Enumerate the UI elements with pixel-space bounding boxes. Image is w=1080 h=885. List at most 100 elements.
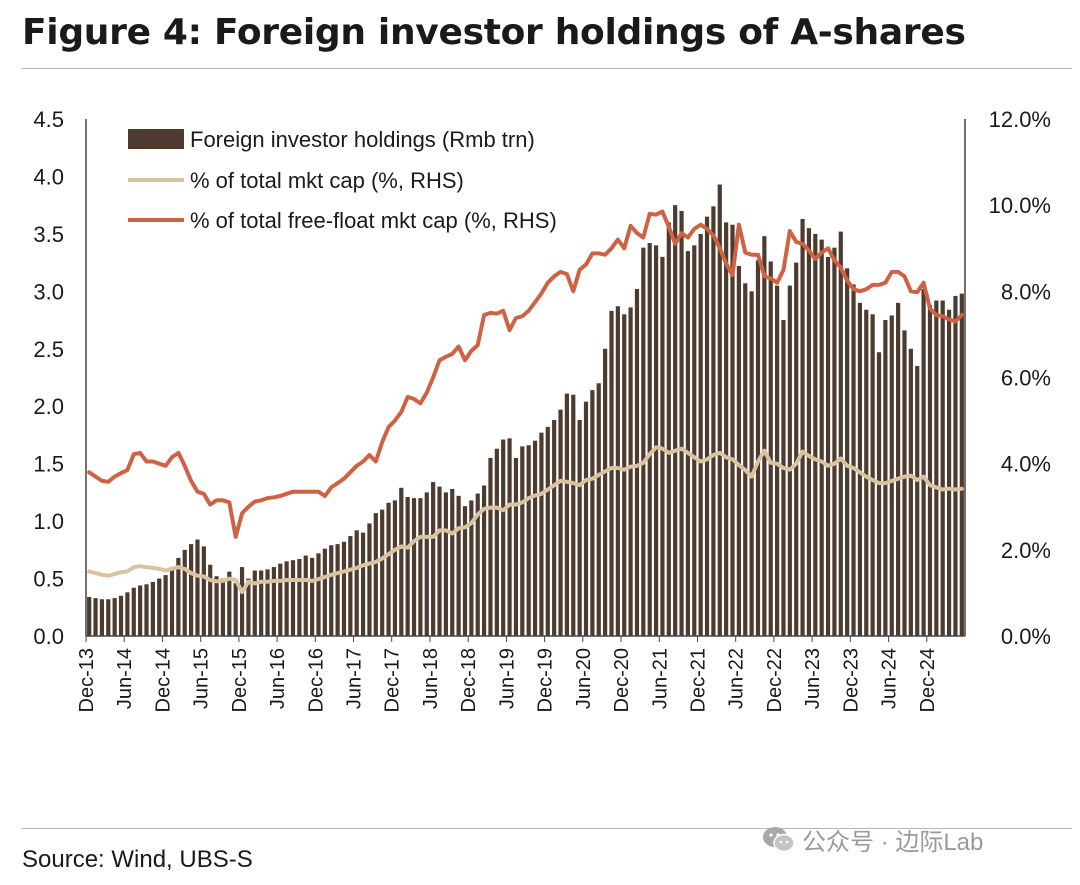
bar xyxy=(730,224,735,636)
chart-canvas: 0.0 0.5 1.0 1.5 2.0 2.5 3.0 3.5 4.0 4.5 0.0% 2.0% 4.… xyxy=(33,107,1051,712)
bar xyxy=(201,546,206,636)
bar xyxy=(157,578,162,636)
bar xyxy=(685,251,691,636)
x-tick-label: Jun-23 xyxy=(802,648,824,709)
total-mkt-cap-line xyxy=(87,445,964,595)
bar xyxy=(411,498,417,636)
bar xyxy=(271,567,276,636)
bar xyxy=(749,291,754,636)
bar xyxy=(297,559,302,636)
x-tick-label: Jun-17 xyxy=(344,648,366,709)
bar xyxy=(284,561,289,636)
bar xyxy=(615,306,620,636)
bar xyxy=(475,493,480,636)
bar xyxy=(469,500,474,636)
x-tick-label: Dec-14 xyxy=(152,648,174,712)
x-tick-label: Dec-21 xyxy=(688,648,710,712)
bar xyxy=(864,309,869,636)
y2-tick-label: 10.0% xyxy=(989,193,1051,218)
x-tick-label: Dec-16 xyxy=(305,648,327,712)
bar xyxy=(857,302,862,636)
x-tick-label: Jun-18 xyxy=(420,648,442,709)
bar xyxy=(354,530,359,636)
bar xyxy=(851,284,856,636)
bar xyxy=(704,216,710,636)
bar xyxy=(552,420,557,636)
chart-title: Figure 4: Foreign investor holdings of A… xyxy=(22,12,966,53)
bar xyxy=(800,218,805,636)
x-tick-label: Dec-19 xyxy=(535,648,557,712)
bar xyxy=(252,570,257,636)
bar xyxy=(163,575,168,636)
bar xyxy=(902,330,907,636)
x-tick-label: Dec-18 xyxy=(458,648,480,712)
bar xyxy=(303,555,308,636)
bar xyxy=(169,567,175,636)
bar xyxy=(513,457,519,636)
bar xyxy=(367,523,372,636)
bar xyxy=(99,599,105,636)
x-tick-label: Dec-20 xyxy=(611,648,633,712)
bar xyxy=(915,366,920,636)
bar xyxy=(692,245,697,636)
bar xyxy=(787,285,792,636)
y2-tick-label: 2.0% xyxy=(1001,538,1051,563)
bar xyxy=(341,541,347,636)
axes: 0.0 0.5 1.0 1.5 2.0 2.5 3.0 3.5 4.0 4.5 0.0% 2.0% 4.… xyxy=(33,107,1051,712)
bar xyxy=(246,578,251,636)
bar xyxy=(653,245,659,636)
bar xyxy=(679,210,684,636)
free-float-mkt-cap-line xyxy=(87,209,964,539)
source-note: Source: Wind, UBS-S xyxy=(22,846,253,873)
bar xyxy=(189,544,194,636)
bar xyxy=(883,320,888,636)
bar xyxy=(373,513,378,636)
bar xyxy=(278,563,283,636)
bar xyxy=(539,432,544,636)
bar xyxy=(532,440,538,636)
bar xyxy=(743,283,748,636)
bar xyxy=(399,487,404,636)
bar xyxy=(176,557,181,636)
y-tick-label: 2.5 xyxy=(33,337,64,362)
bar xyxy=(921,289,926,636)
y2-tick-label: 12.0% xyxy=(989,107,1051,132)
x-tick-label: Dec-23 xyxy=(840,648,862,712)
bar xyxy=(641,247,646,636)
bar xyxy=(259,570,264,636)
bar xyxy=(946,309,952,636)
bar xyxy=(335,544,340,636)
bar xyxy=(462,506,468,636)
watermark-text: 公众号 · 边际Lab xyxy=(802,829,984,856)
y-tick-label: 3.5 xyxy=(33,222,64,247)
bar-series xyxy=(87,184,964,637)
bar xyxy=(443,492,448,636)
y2-tick-label: 8.0% xyxy=(1001,279,1051,304)
y-tick-label: 4.5 xyxy=(33,107,64,132)
y-tick-label: 0.5 xyxy=(33,567,64,592)
bar xyxy=(959,293,964,636)
bar xyxy=(227,571,232,636)
bar xyxy=(953,295,958,636)
bar xyxy=(195,539,200,636)
bar xyxy=(564,393,569,636)
bar xyxy=(927,305,933,636)
line-series xyxy=(87,209,964,595)
bar xyxy=(736,266,741,636)
watermark: 公众号 · 边际Lab xyxy=(762,822,983,857)
x-tick-label: Dec-13 xyxy=(76,648,98,712)
x-tick-label: Jun-21 xyxy=(649,648,671,709)
y2-tick-label: 4.0% xyxy=(1001,452,1051,477)
x-tick-label: Jun-19 xyxy=(496,648,518,709)
bar xyxy=(437,486,442,636)
bar xyxy=(768,261,773,636)
bar xyxy=(386,502,391,636)
legend: Foreign investor holdings (Rmb trn) % of … xyxy=(128,127,557,233)
bar xyxy=(908,348,913,636)
bar xyxy=(724,222,729,636)
bar xyxy=(290,560,296,636)
bar xyxy=(214,576,219,636)
bar xyxy=(673,205,678,637)
x-tick-label: Dec-17 xyxy=(382,648,404,712)
bar xyxy=(360,532,366,636)
